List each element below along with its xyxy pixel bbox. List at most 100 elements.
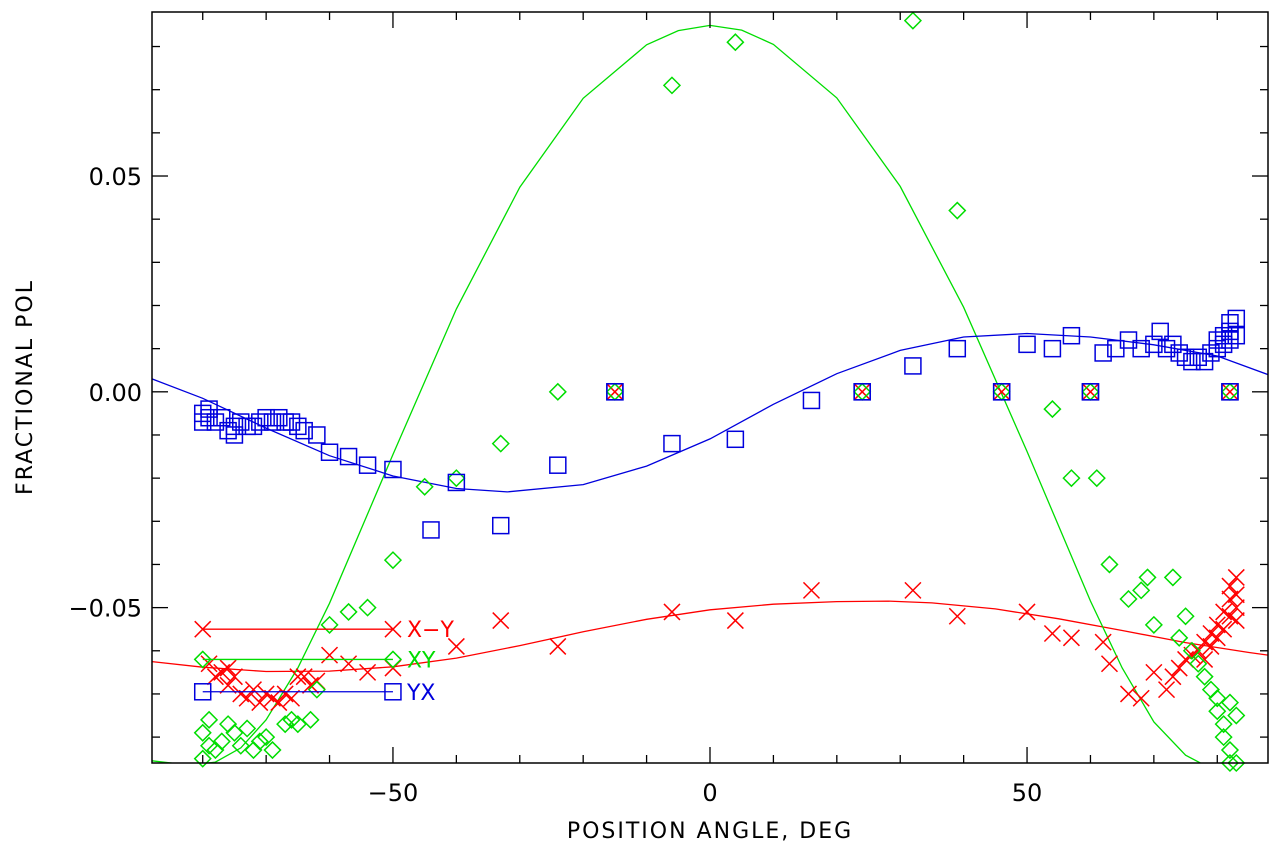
data-point-xy	[238, 719, 257, 738]
data-point-yx	[1227, 309, 1246, 328]
legend-marker-xy	[193, 650, 212, 669]
data-point-xy	[1189, 654, 1208, 673]
overlap-point-x-minus-y	[993, 383, 1011, 401]
data-point-xy	[231, 736, 250, 755]
data-point-x-minus-y	[1208, 629, 1226, 647]
overlap-point-x-minus-y	[1221, 383, 1239, 401]
data-point-yx	[1157, 339, 1176, 358]
data-point-yx	[1221, 314, 1239, 332]
fit-curves	[152, 24, 1268, 763]
data-point-x-minus-y	[1189, 642, 1207, 660]
data-point-x-minus-y	[726, 612, 744, 630]
data-point-x-minus-y	[948, 607, 966, 625]
fit-curve-yx	[152, 332, 1268, 493]
data-point-yx	[263, 413, 282, 431]
data-point-xy	[320, 615, 339, 634]
data-point-xy	[1208, 689, 1227, 708]
data-point-xy	[491, 434, 510, 453]
y-tick-label: 0.05	[89, 163, 142, 191]
data-point-xy	[1208, 702, 1227, 721]
data-point-xy	[447, 469, 466, 488]
data-point-x-minus-y	[663, 603, 681, 621]
data-point-yx	[447, 473, 466, 492]
data-point-yx	[289, 417, 307, 436]
y-tick-label: −0.05	[68, 595, 142, 623]
data-point-xy	[1176, 607, 1195, 626]
data-point-x-minus-y	[1119, 685, 1138, 703]
data-point-xy	[1100, 555, 1119, 574]
legend-label-x-minus-y: X−Y	[407, 618, 455, 643]
data-point-x-minus-y	[359, 663, 377, 681]
data-point-xy	[212, 732, 231, 751]
data-point-xy	[250, 732, 269, 751]
data-point-x-minus-y	[244, 681, 262, 699]
data-point-x-minus-y	[1202, 637, 1220, 655]
legend-marker-yx	[193, 683, 212, 701]
plot-frame	[151, 11, 1269, 764]
data-point-yx	[308, 426, 326, 444]
data-point-yx	[1094, 344, 1112, 362]
legend-marker-yx	[384, 683, 402, 701]
data-point-yx	[320, 443, 339, 461]
data-point-yx	[276, 413, 294, 431]
data-point-x-minus-y	[904, 581, 922, 599]
legend-label-xy: XY	[407, 648, 436, 673]
data-point-yx	[1151, 322, 1169, 341]
overlap-point-yx	[1221, 383, 1239, 401]
data-point-x-minus-y	[1094, 633, 1112, 651]
data-point-x-minus-y	[549, 637, 567, 655]
data-point-xy	[200, 710, 219, 729]
data-point-yx	[492, 516, 510, 535]
x-tick-label: 50	[1012, 779, 1043, 807]
data-point-xy	[257, 728, 276, 747]
data-point-yx	[1227, 326, 1246, 345]
data-point-x-minus-y	[295, 668, 313, 686]
data-point-x-minus-y	[1158, 681, 1176, 699]
overlap-point-yx	[606, 383, 624, 401]
data-point-xy	[301, 710, 320, 729]
data-point-x-minus-y	[219, 676, 237, 694]
overlap-point-yx	[992, 383, 1011, 401]
data-point-x-minus-y	[1215, 620, 1233, 638]
data-point-yx	[1176, 348, 1195, 367]
data-point-x-minus-y	[270, 694, 288, 712]
data-point-yx	[251, 413, 269, 431]
data-point-xy	[1220, 740, 1240, 760]
y-axis-label: FRACTIONAL POL	[13, 279, 38, 495]
data-point-yx	[422, 521, 440, 539]
data-point-x-minus-y	[1164, 668, 1182, 686]
legend-label-yx: YX	[406, 681, 436, 706]
data-point-yx	[295, 421, 313, 440]
data-point-x-minus-y	[447, 637, 465, 655]
data-point-xy	[358, 598, 377, 617]
data-point-yx	[1145, 335, 1163, 354]
data-point-xy	[276, 715, 295, 734]
data-point-yx	[904, 357, 922, 375]
data-point-xy	[1119, 589, 1138, 609]
overlap-point-yx	[1081, 383, 1100, 401]
data-point-x-minus-y	[1227, 568, 1245, 586]
data-point-xy	[193, 723, 212, 742]
data-point-x-minus-y	[225, 668, 243, 686]
data-point-xy	[1182, 641, 1201, 660]
data-point-yx	[1062, 326, 1081, 345]
data-point-yx	[1043, 339, 1062, 358]
data-point-xy	[1227, 706, 1246, 725]
data-point-xy	[219, 715, 238, 734]
data-point-xy	[1214, 728, 1233, 747]
data-point-xy	[1220, 753, 1240, 773]
data-point-x-minus-y	[1227, 586, 1245, 604]
data-point-x-minus-y	[1227, 612, 1245, 630]
data-point-xy	[548, 382, 567, 401]
data-point-yx	[663, 434, 681, 453]
data-point-xy	[948, 201, 967, 220]
data-point-yx	[726, 430, 745, 449]
data-point-xy	[903, 11, 922, 30]
data-point-yx	[358, 456, 377, 474]
data-point-xy	[1138, 568, 1157, 587]
data-point-xy	[1195, 667, 1214, 686]
data-point-xy	[193, 749, 212, 768]
data-point-x-minus-y	[219, 659, 237, 677]
x-axis-label: POSITION ANGLE, DEG	[567, 819, 853, 843]
data-point-yx	[384, 460, 402, 479]
